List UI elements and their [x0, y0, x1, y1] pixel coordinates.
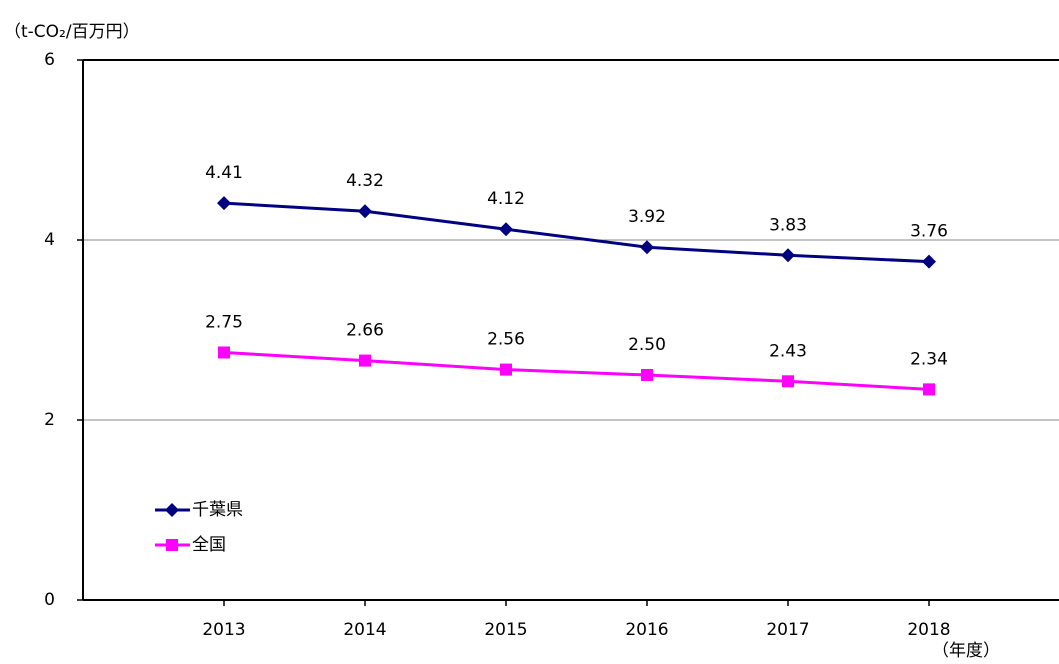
data-point — [782, 375, 794, 388]
data-point — [640, 240, 654, 255]
data-point — [922, 254, 936, 269]
x-tick-label: 2017 — [766, 620, 809, 640]
legend-marker — [166, 539, 178, 551]
data-point — [499, 222, 513, 237]
data-label: 2.50 — [628, 335, 666, 355]
data-label: 2.34 — [910, 349, 948, 369]
data-point — [500, 363, 512, 376]
data-label: 3.92 — [628, 207, 666, 227]
series-line — [223, 351, 930, 391]
series-line — [223, 201, 930, 264]
y-tick-label: 4 — [44, 230, 55, 250]
x-tick-label: 2018 — [907, 620, 950, 640]
x-tick-label: 2014 — [343, 620, 386, 640]
y-tick-label: 2 — [44, 410, 55, 430]
data-label: 4.41 — [205, 163, 243, 183]
data-point — [359, 354, 371, 367]
data-point — [641, 369, 653, 381]
data-point — [923, 383, 935, 396]
y-tick-label: 6 — [44, 50, 55, 70]
data-point — [781, 248, 795, 263]
data-point — [358, 204, 372, 219]
x-tick-label: 2016 — [625, 620, 668, 640]
data-label: 2.43 — [769, 341, 807, 361]
data-label: 2.66 — [346, 321, 384, 341]
data-point — [217, 196, 231, 211]
y-axis-label: （t-CO₂/百万円） — [4, 22, 140, 42]
data-label: 4.32 — [346, 171, 384, 191]
data-label: 3.76 — [910, 222, 948, 242]
x-axis-label: （年度） — [932, 641, 1000, 661]
data-label: 2.56 — [487, 330, 525, 350]
legend-label: 千葉県 — [192, 500, 243, 520]
legend-marker — [165, 503, 179, 517]
data-label: 4.12 — [487, 189, 525, 209]
data-label: 2.75 — [205, 313, 243, 333]
x-tick-label: 2015 — [484, 620, 527, 640]
x-tick-label: 2013 — [202, 620, 245, 640]
data-label: 3.83 — [769, 215, 807, 235]
y-tick-label: 0 — [44, 590, 55, 610]
data-point — [218, 346, 230, 359]
legend-label: 全国 — [192, 535, 226, 555]
